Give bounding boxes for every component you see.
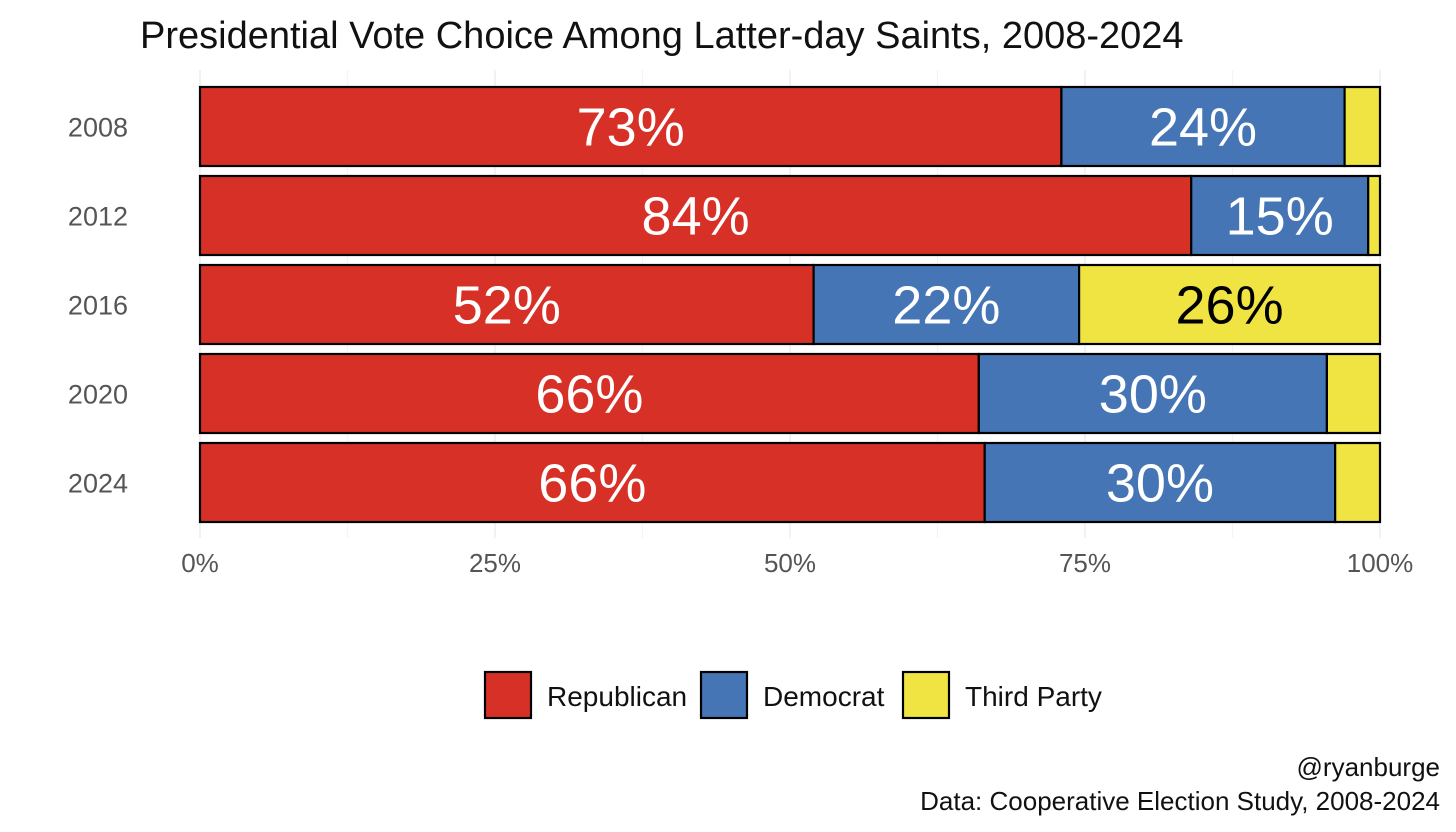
bar-label: 66%: [538, 454, 646, 514]
x-axis-ticks: 0% 25% 50% 75% 100%: [181, 548, 1413, 578]
bar-democrat-2020: [977, 352, 1328, 435]
bar-label: 73%: [577, 98, 685, 158]
bar-label: 15%: [1226, 187, 1334, 247]
y-tick-label: 2012: [68, 202, 128, 232]
bar-label: 66%: [535, 365, 643, 425]
caption-handle: @ryanburge: [1297, 752, 1440, 782]
bar-label: 24%: [1149, 98, 1257, 158]
x-tick-label: 50%: [764, 548, 816, 578]
bar-democrat-2016: [812, 263, 1081, 346]
y-tick-label: 2024: [68, 469, 128, 499]
bar-republican-2020: [198, 352, 980, 435]
bar-republican-2012: [198, 174, 1193, 257]
caption-source: Data: Cooperative Election Study, 2008-2…: [920, 786, 1440, 816]
bar-republican-2024: [198, 441, 986, 524]
legend-key-third-party: [901, 670, 951, 720]
legend-key-democrat: [699, 670, 749, 720]
legend: Republican Democrat Third Party: [483, 670, 1102, 720]
bar-label: 22%: [892, 276, 1000, 336]
bar-third-party-2016: [1077, 263, 1382, 346]
bar-third-party-2024: [1334, 441, 1382, 524]
bar-label: 84%: [642, 187, 750, 247]
bar-label: 52%: [453, 276, 561, 336]
y-axis-ticks: 2008 2012 2016 2020 2024: [68, 113, 128, 499]
chart-title: Presidential Vote Choice Among Latter-da…: [140, 15, 1184, 57]
bar-label: 30%: [1099, 365, 1207, 425]
bar-democrat-2012: [1190, 174, 1370, 257]
bar-label: 26%: [1176, 276, 1284, 336]
bar-republican-2016: [198, 263, 815, 346]
bar-third-party-2020: [1325, 352, 1382, 435]
bar-label: 30%: [1106, 454, 1214, 514]
legend-key-republican: [483, 670, 533, 720]
x-tick-label: 75%: [1059, 548, 1111, 578]
y-tick-label: 2020: [68, 380, 128, 410]
bar-democrat-2024: [983, 441, 1337, 524]
caption: @ryanburge Data: Cooperative Election St…: [920, 752, 1440, 816]
x-tick-label: 100%: [1347, 548, 1414, 578]
x-tick-label: 25%: [469, 548, 521, 578]
x-tick-label: 0%: [181, 548, 219, 578]
bar-democrat-2008: [1060, 85, 1346, 168]
y-tick-label: 2016: [68, 291, 128, 321]
bar-third-party-2008: [1343, 85, 1382, 168]
legend-label: Democrat: [763, 681, 885, 712]
bars: 73% 24% 84% 15% 52% 22% 26% 66% 30% 66% 30%: [198, 85, 1382, 524]
bar-third-party-2012: [1367, 174, 1382, 257]
legend-label: Republican: [547, 681, 687, 712]
legend-label: Third Party: [965, 681, 1102, 712]
y-tick-label: 2008: [68, 113, 128, 143]
